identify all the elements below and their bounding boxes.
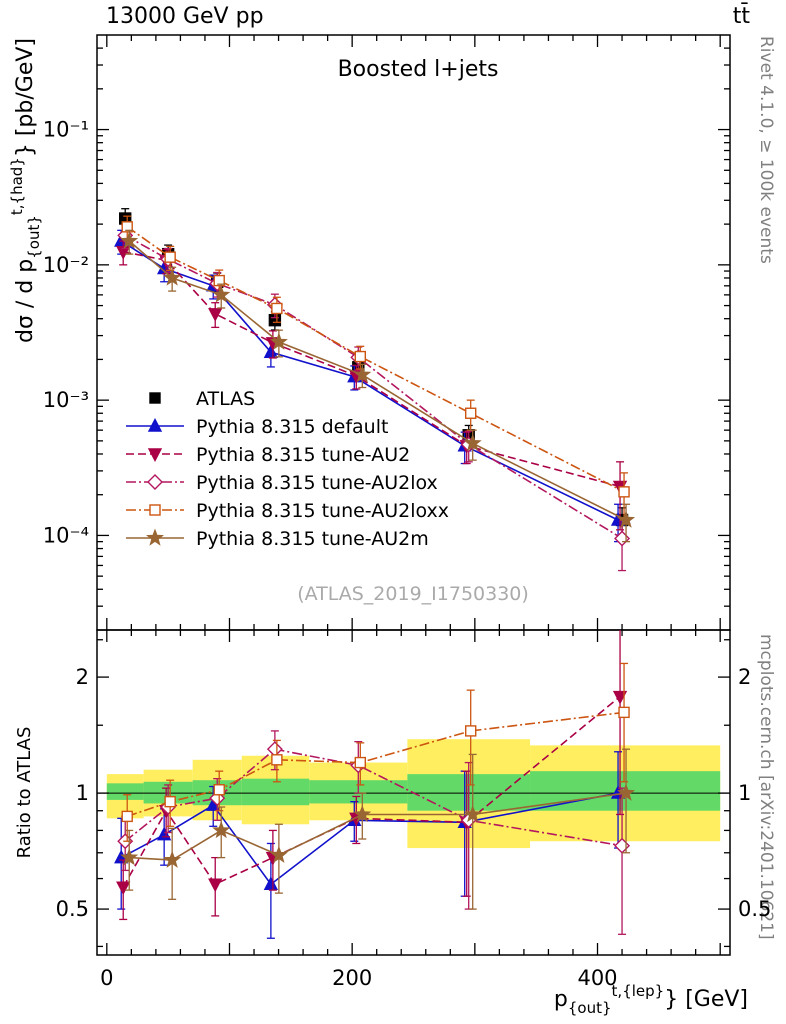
svg-text:0.5: 0.5: [738, 897, 771, 921]
triangle-up-marker: [263, 876, 279, 890]
diamond-marker: [266, 741, 283, 758]
process-label: tt̄: [732, 4, 750, 29]
beam-energy-label: 13000 GeV pp: [106, 4, 264, 29]
legend-label: Pythia 8.315 tune-AU2lox: [196, 472, 438, 494]
svg-text:10⁻²: 10⁻²: [43, 253, 89, 277]
star-marker: [120, 848, 139, 866]
triangle-down-marker: [116, 246, 131, 260]
panel-title: Boosted l+jets: [338, 57, 499, 82]
star-marker: [353, 365, 372, 383]
diamond-marker: [147, 474, 163, 490]
triangle-down-marker: [208, 308, 223, 322]
square-marker: [213, 784, 225, 796]
x-axis-title: p{out}t,{lep}} [GeV]: [554, 982, 748, 1017]
star-marker: [120, 231, 139, 249]
legend-label: Pythia 8.315 tune-AU2m: [196, 528, 429, 550]
main-y-axis-title: dσ / d p{out}t,{had}} [pb/GeV]: [8, 38, 43, 343]
square-marker: [213, 274, 225, 287]
green-band-bin: [241, 778, 310, 806]
legend-label: Pythia 8.315 tune-AU2loxx: [196, 500, 449, 522]
square-marker: [465, 725, 477, 737]
star-marker: [146, 528, 164, 546]
svg-text:400: 400: [577, 966, 617, 990]
ratio-panel-frame: [96, 629, 731, 956]
star-marker: [269, 332, 288, 350]
legend-label: Pythia 8.315 default: [196, 416, 388, 438]
square-marker: [149, 392, 161, 404]
legend-label: Pythia 8.315 tune-AU2: [196, 444, 410, 466]
star-marker: [616, 510, 636, 528]
star-marker: [269, 845, 288, 863]
star-marker: [212, 285, 231, 303]
square-marker: [121, 810, 133, 823]
svg-text:dσ / d p{out}t,{had}} [pb/GeV]: dσ / d p{out}t,{had}} [pb/GeV]: [8, 38, 43, 343]
rivet-version-note: Rivet 4.1.0, ≥ 100k events: [756, 36, 776, 264]
analysis-watermark: (ATLAS_2019_I1750330): [297, 583, 529, 605]
square-marker: [164, 251, 176, 263]
square-marker: [271, 754, 283, 766]
tick-labels: 10⁻¹ 10⁻² 10⁻³ 10⁻⁴ 0.5 0.5 1 1 2 2 0 200 400: [43, 118, 772, 990]
star-marker: [617, 783, 636, 801]
svg-text:0.5: 0.5: [56, 897, 89, 921]
svg-text:10⁻¹: 10⁻¹: [43, 118, 89, 142]
square-marker: [618, 486, 630, 498]
legend: ATLAS Pythia 8.315 default Pythia 8.315 tu…: [126, 388, 449, 550]
star-marker: [353, 805, 372, 823]
triangle-down-marker: [116, 881, 131, 896]
star-marker: [212, 820, 231, 839]
svg-text:10⁻³: 10⁻³: [43, 388, 89, 412]
svg-text:0: 0: [100, 966, 113, 990]
svg-text:1: 1: [738, 781, 751, 805]
square-marker: [271, 302, 283, 315]
square-marker: [354, 350, 366, 363]
diamond-marker: [614, 530, 631, 547]
legend-label: ATLAS: [196, 388, 255, 410]
star-marker: [463, 805, 482, 823]
square-marker: [354, 756, 366, 769]
star-marker: [163, 268, 182, 286]
star-marker: [163, 850, 182, 868]
svg-text:2: 2: [738, 665, 751, 689]
mcplots-arxiv-note: mcplots.cern.ch [arXiv:2401.10621]: [756, 634, 776, 940]
svg-text:10⁻⁴: 10⁻⁴: [43, 523, 89, 547]
square-marker: [149, 504, 161, 516]
svg-text:1: 1: [76, 781, 89, 805]
ratio-series: [114, 630, 636, 939]
svg-text:2: 2: [76, 665, 89, 689]
green-band-bin: [106, 783, 144, 800]
svg-text:Ratio to ATLAS: Ratio to ATLAS: [14, 727, 35, 859]
square-marker: [164, 795, 176, 808]
triangle-up-marker: [263, 344, 279, 358]
axis-ticks: [97, 35, 730, 955]
square-marker: [618, 706, 630, 719]
triangle-down-marker: [612, 690, 628, 705]
ratio-y-axis-title: Ratio to ATLAS: [14, 727, 35, 859]
square-marker: [465, 407, 477, 419]
triangle-down-marker: [147, 448, 163, 463]
triangle-down-marker: [208, 878, 223, 893]
svg-text:p{out}t,{lep}} [GeV]: p{out}t,{lep}} [GeV]: [554, 982, 748, 1017]
main-series: [114, 208, 636, 572]
star-marker: [463, 433, 482, 451]
triangle-up-marker: [147, 417, 163, 432]
svg-text:200: 200: [332, 966, 372, 990]
square-marker: [121, 221, 133, 233]
